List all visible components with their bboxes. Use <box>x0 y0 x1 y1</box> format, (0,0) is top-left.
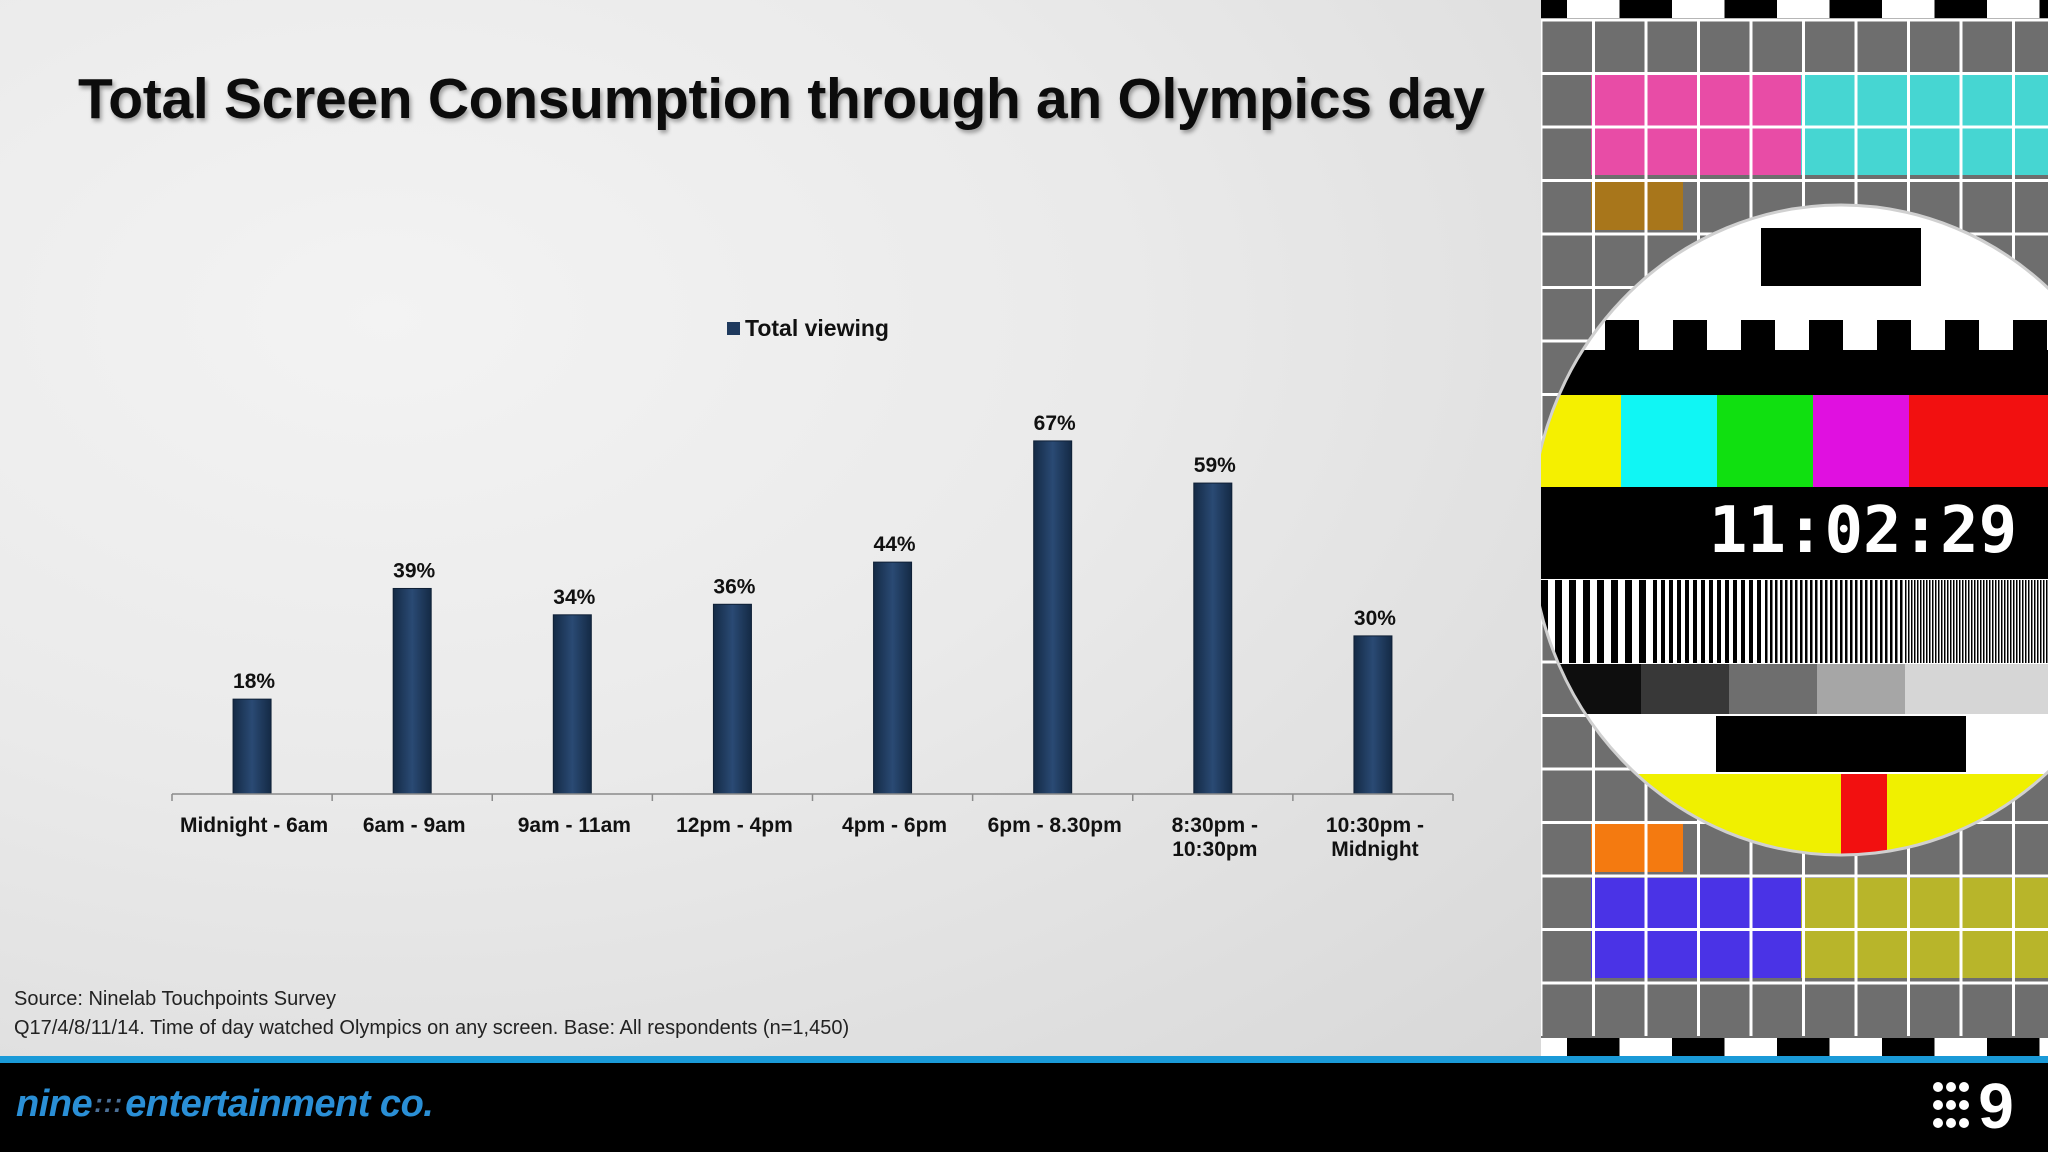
bar <box>712 603 752 795</box>
bar <box>1033 440 1073 795</box>
channel-nine-logo: 9 <box>1933 1077 2014 1133</box>
footer: nine:::entertainment co. 9 <box>0 1063 2048 1152</box>
tick-label: Midnight - 6am <box>180 814 328 837</box>
data-label: 44% <box>874 533 916 556</box>
tick-label: 8:30pm - <box>1172 814 1258 837</box>
question-line: Q17/4/8/11/14. Time of day watched Olymp… <box>14 1017 850 1039</box>
bar <box>552 614 592 795</box>
bar <box>1353 635 1393 795</box>
bar <box>1193 482 1233 795</box>
data-label: 59% <box>1194 454 1236 477</box>
logo-nine-digit: 9 <box>1978 1077 2014 1133</box>
data-label: 36% <box>713 575 755 598</box>
slide: Total Screen Consumption through an Olym… <box>0 0 1541 1056</box>
tick-label: 10:30pm <box>1172 838 1257 861</box>
data-label: 18% <box>233 670 275 693</box>
bar <box>232 698 272 795</box>
accent-bar <box>0 1056 2048 1063</box>
source-note: Source: Ninelab Touchpoints Survey Q17/4… <box>14 985 849 1043</box>
data-label: 34% <box>553 586 595 609</box>
source-line: Source: Ninelab Touchpoints Survey <box>14 988 337 1010</box>
tick-label: 12pm - 4pm <box>676 814 793 837</box>
bar-chart: Total viewing 18% 39% 34% 36% 44% 67% 59% 30% M… <box>171 315 1454 861</box>
data-label: 30% <box>1354 607 1396 630</box>
legend-swatch <box>727 322 740 335</box>
page-title: Total Screen Consumption through an Olym… <box>78 67 1485 131</box>
data-label: 67% <box>1034 412 1076 435</box>
chart-legend: Total viewing <box>727 315 889 341</box>
bar <box>873 561 913 795</box>
tick-label: 4pm - 6pm <box>842 814 947 837</box>
tick-label: 9am - 11am <box>518 814 631 837</box>
tick-label: 6pm - 8.30pm <box>988 814 1122 837</box>
test-card-clock: 11:02:29 <box>1709 494 2017 568</box>
tick-label: Midnight <box>1331 838 1418 861</box>
bar <box>392 587 432 795</box>
logo-dots: ::: <box>94 1088 124 1118</box>
logo-text-nine: nine <box>16 1083 93 1125</box>
legend-label: Total viewing <box>745 315 889 341</box>
logo-text-entertainment: entertainment co. <box>125 1083 434 1125</box>
test-card-image: 11:02:29 <box>1541 0 2048 1056</box>
data-label: 39% <box>393 559 435 582</box>
tick-label: 6am - 9am <box>363 814 466 837</box>
tick-label: 10:30pm - <box>1326 814 1424 837</box>
nine-entertainment-logo: nine:::entertainment co. <box>16 1083 434 1126</box>
